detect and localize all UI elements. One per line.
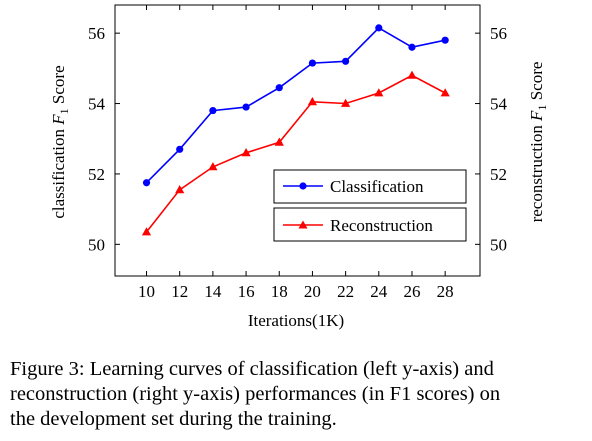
caption-line-3: the development set during the training.	[10, 408, 337, 430]
left-y-axis-label: classification F1 Score	[49, 65, 71, 218]
reconstruction-point	[208, 162, 218, 171]
reconstruction-point	[407, 70, 417, 79]
plot-area-frame	[114, 4, 481, 277]
x-tick-label: 16	[238, 282, 255, 301]
x-tick-label: 24	[370, 282, 388, 301]
x-tick-label: 10	[138, 282, 155, 301]
reconstruction-series-line	[145, 74, 446, 233]
classification-point	[176, 145, 184, 153]
legend-classification-label: Classification	[330, 177, 424, 196]
x-tick-label: 14	[204, 282, 222, 301]
legend-reconstruction-marker	[298, 220, 308, 229]
reconstruction-point	[341, 98, 351, 107]
legend-reconstruction: Reconstruction	[273, 207, 467, 242]
reconstruction-point	[307, 97, 317, 106]
classification-point	[242, 103, 250, 111]
classification-point	[209, 106, 217, 115]
reconstruction-point	[241, 148, 251, 157]
reconstruction-point	[374, 88, 384, 97]
caption-line-1: Figure 3: Learning curves of classificat…	[10, 358, 494, 380]
legend-reconstruction-label: Reconstruction	[330, 216, 433, 235]
y-tick-label-left: 50	[88, 235, 105, 254]
y-tick-label-right: 50	[490, 235, 507, 254]
x-tick-label: 20	[304, 282, 321, 301]
reconstruction-point	[175, 185, 185, 194]
left-y-label-sub: 1	[57, 108, 71, 114]
legend-classification: Classification	[273, 169, 467, 204]
y-tick-label-left: 54	[88, 95, 106, 114]
classification-point	[375, 24, 383, 32]
reconstruction-point	[440, 88, 450, 97]
figure-caption: Figure 3: Learning curves of classificat…	[10, 357, 585, 432]
x-tick-label: 26	[403, 282, 420, 301]
caption-line-2: reconstruction (right y-axis) performanc…	[10, 383, 501, 405]
left-y-label-suffix: Score	[49, 65, 68, 108]
classification-point	[408, 43, 416, 51]
y-tick-label-right: 52	[490, 165, 507, 184]
chart-figure: 10 12 14 16 18 20 22 24 26 28 50 52 54 56 50 52 54 56 I…	[49, 4, 549, 330]
classification-series-line	[145, 26, 446, 184]
right-y-label-prefix: reconstruction	[527, 121, 546, 223]
y-tick-label-right: 54	[490, 95, 508, 114]
x-tick-label: 18	[271, 282, 288, 301]
x-tick-label: 12	[171, 282, 188, 301]
right-y-axis-label: reconstruction F1 Score	[527, 62, 549, 223]
left-y-label-var: F	[49, 114, 68, 126]
legend-classification-marker	[299, 182, 307, 190]
classification-point	[342, 57, 350, 65]
classification-point	[441, 36, 449, 44]
x-tick-label: 22	[337, 282, 354, 301]
reconstruction-point	[141, 227, 152, 236]
reconstruction-point	[274, 137, 284, 146]
classification-point	[275, 84, 283, 92]
right-y-label-var: F	[527, 110, 546, 122]
learning-curve-chart: 10 12 14 16 18 20 22 24 26 28 50 52 54 56 50 52 54 56 I…	[49, 4, 549, 330]
y-tick-label-right: 56	[490, 24, 507, 43]
x-axis-label: Iterations(1K)	[248, 311, 344, 330]
y-tick-label-left: 52	[88, 165, 105, 184]
x-tick-label: 28	[437, 282, 454, 301]
right-y-label-sub: 1	[535, 105, 549, 111]
y-tick-label-left: 56	[88, 24, 105, 43]
right-y-label-suffix: Score	[527, 62, 546, 105]
classification-point	[142, 179, 151, 187]
classification-point	[308, 59, 317, 67]
left-y-label-prefix: classification	[49, 125, 68, 219]
